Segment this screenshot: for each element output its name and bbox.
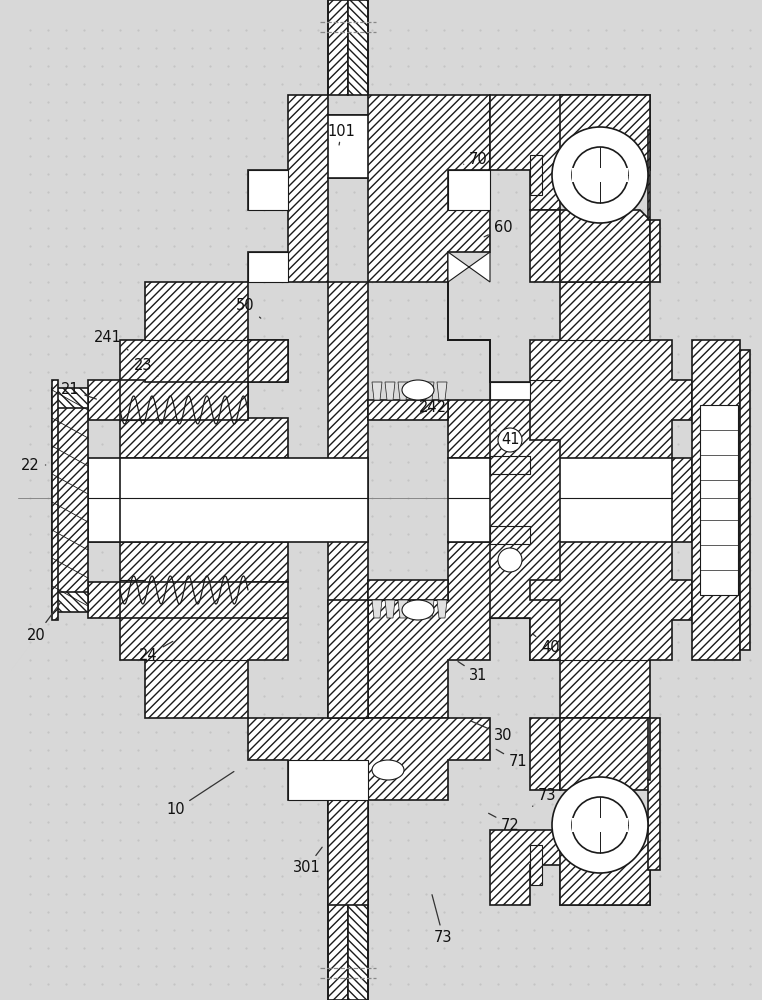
Polygon shape — [572, 818, 628, 832]
Polygon shape — [490, 526, 530, 544]
Text: 60: 60 — [484, 221, 512, 237]
Polygon shape — [368, 282, 692, 718]
Text: 73: 73 — [533, 788, 556, 806]
Polygon shape — [348, 0, 368, 95]
Text: 71: 71 — [496, 749, 527, 770]
Text: 301: 301 — [293, 847, 322, 876]
Ellipse shape — [372, 760, 404, 780]
Ellipse shape — [402, 380, 434, 400]
Polygon shape — [248, 170, 288, 210]
Polygon shape — [52, 592, 88, 612]
Circle shape — [498, 428, 522, 452]
Polygon shape — [572, 168, 628, 182]
Circle shape — [572, 147, 628, 203]
Polygon shape — [398, 600, 408, 618]
Text: 101: 101 — [328, 124, 355, 145]
Polygon shape — [490, 382, 530, 400]
Polygon shape — [52, 380, 58, 620]
Polygon shape — [648, 718, 660, 870]
Polygon shape — [368, 400, 448, 420]
Polygon shape — [648, 130, 660, 282]
Polygon shape — [398, 382, 408, 400]
Text: 241: 241 — [94, 330, 128, 350]
Polygon shape — [328, 282, 368, 718]
Text: 50: 50 — [236, 298, 261, 318]
Text: 30: 30 — [471, 721, 512, 742]
Polygon shape — [88, 458, 288, 542]
Polygon shape — [437, 600, 447, 618]
Polygon shape — [448, 252, 490, 282]
Text: 40: 40 — [533, 634, 559, 656]
Polygon shape — [328, 115, 368, 178]
Polygon shape — [424, 382, 434, 400]
Polygon shape — [560, 210, 650, 282]
Polygon shape — [52, 388, 88, 408]
Polygon shape — [560, 718, 650, 790]
Polygon shape — [368, 580, 448, 600]
Polygon shape — [248, 95, 490, 282]
Text: 10: 10 — [166, 772, 234, 818]
Polygon shape — [348, 718, 368, 1000]
Polygon shape — [530, 718, 560, 790]
Circle shape — [498, 548, 522, 572]
Circle shape — [572, 797, 628, 853]
Polygon shape — [692, 340, 740, 660]
Polygon shape — [530, 155, 542, 195]
Text: 73: 73 — [432, 895, 453, 946]
Polygon shape — [120, 582, 288, 618]
Text: 23: 23 — [134, 358, 158, 376]
Text: 22: 22 — [21, 458, 46, 473]
Text: 70: 70 — [464, 152, 488, 167]
Polygon shape — [328, 600, 368, 718]
Polygon shape — [490, 400, 560, 660]
Polygon shape — [288, 760, 368, 800]
Polygon shape — [530, 845, 542, 885]
Polygon shape — [248, 718, 490, 905]
Polygon shape — [372, 600, 382, 618]
Polygon shape — [560, 95, 650, 170]
Polygon shape — [448, 170, 490, 210]
Polygon shape — [328, 718, 348, 1000]
Circle shape — [552, 127, 648, 223]
Ellipse shape — [402, 600, 434, 620]
Text: 31: 31 — [458, 662, 488, 682]
Polygon shape — [424, 600, 434, 618]
Polygon shape — [52, 390, 88, 610]
Polygon shape — [490, 456, 530, 474]
Polygon shape — [248, 252, 288, 282]
Text: 21: 21 — [61, 382, 97, 399]
Text: 24: 24 — [139, 641, 173, 662]
Text: 242: 242 — [419, 399, 447, 414]
Polygon shape — [385, 600, 395, 618]
Text: 72: 72 — [488, 813, 520, 832]
Polygon shape — [120, 340, 288, 420]
Polygon shape — [700, 405, 738, 595]
Polygon shape — [530, 210, 560, 282]
Circle shape — [552, 777, 648, 873]
Text: 20: 20 — [27, 602, 61, 643]
Polygon shape — [560, 830, 650, 905]
Polygon shape — [120, 458, 368, 542]
Polygon shape — [490, 600, 530, 618]
Polygon shape — [372, 382, 382, 400]
Polygon shape — [448, 458, 672, 542]
Polygon shape — [411, 382, 421, 400]
Polygon shape — [385, 382, 395, 400]
Polygon shape — [328, 0, 348, 95]
Polygon shape — [437, 382, 447, 400]
Polygon shape — [740, 350, 750, 650]
Polygon shape — [88, 282, 288, 718]
Polygon shape — [411, 600, 421, 618]
Polygon shape — [490, 830, 650, 905]
Text: 41: 41 — [494, 429, 520, 448]
Polygon shape — [490, 95, 650, 210]
